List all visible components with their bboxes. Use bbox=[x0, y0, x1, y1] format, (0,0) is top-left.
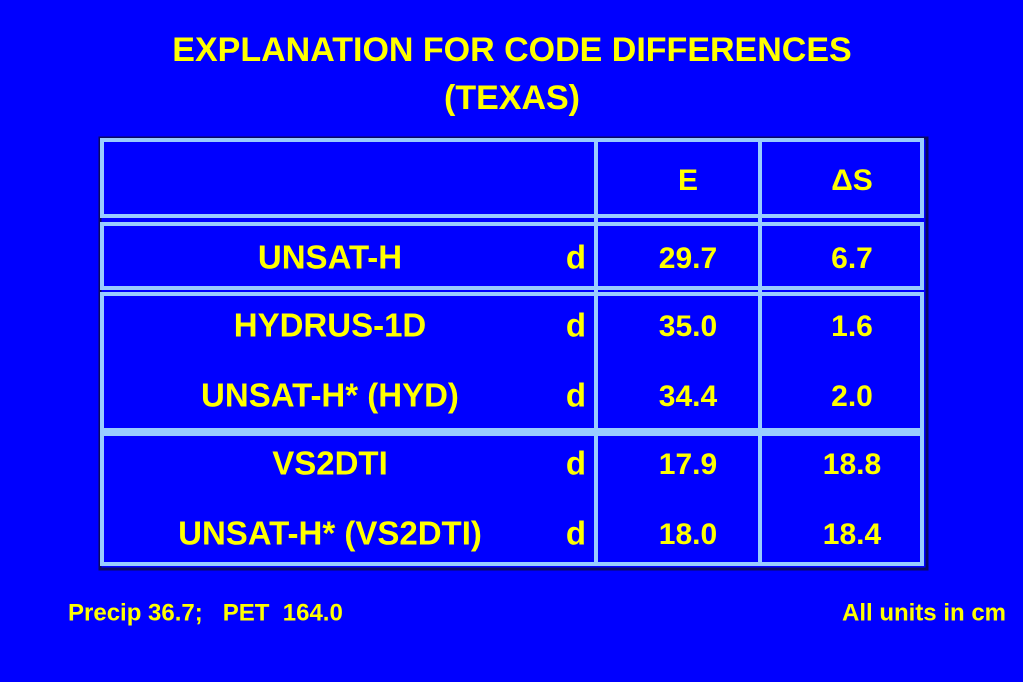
e-value: 18.0 bbox=[659, 518, 717, 551]
s-value: 18.4 bbox=[823, 518, 882, 551]
unit: d bbox=[566, 377, 586, 414]
s-value: 1.6 bbox=[831, 310, 873, 343]
row-name: UNSAT-H* (VS2DTI) bbox=[178, 515, 482, 552]
s-value: 18.8 bbox=[823, 448, 881, 481]
unit: d bbox=[566, 445, 586, 482]
title-line: (TEXAS) bbox=[444, 79, 580, 117]
header-box bbox=[100, 138, 924, 218]
row-name: UNSAT-H bbox=[258, 239, 402, 276]
e-value: 34.4 bbox=[659, 380, 718, 413]
footer-right: All units in cm bbox=[842, 599, 1006, 626]
group-box bbox=[100, 222, 924, 290]
group-box bbox=[100, 432, 924, 566]
header-cell: E bbox=[678, 164, 698, 197]
row-name: UNSAT-H* (HYD) bbox=[201, 377, 459, 414]
e-value: 17.9 bbox=[659, 448, 717, 481]
header-cell: ΔS bbox=[831, 164, 873, 197]
title-line: EXPLANATION FOR CODE DIFFERENCES bbox=[172, 31, 851, 69]
unit: d bbox=[566, 515, 586, 552]
s-value: 2.0 bbox=[831, 380, 873, 413]
group-box bbox=[100, 292, 924, 432]
e-value: 29.7 bbox=[659, 242, 717, 275]
unit: d bbox=[566, 239, 586, 276]
footer-left: Precip 36.7; PET 164.0 bbox=[68, 599, 343, 626]
row-name: VS2DTI bbox=[272, 445, 388, 482]
table: E ΔS bbox=[98, 136, 929, 571]
unit: d bbox=[566, 307, 586, 344]
e-value: 35.0 bbox=[659, 310, 717, 343]
row-name: HYDRUS-1D bbox=[234, 307, 427, 344]
s-value: 6.7 bbox=[831, 242, 873, 275]
